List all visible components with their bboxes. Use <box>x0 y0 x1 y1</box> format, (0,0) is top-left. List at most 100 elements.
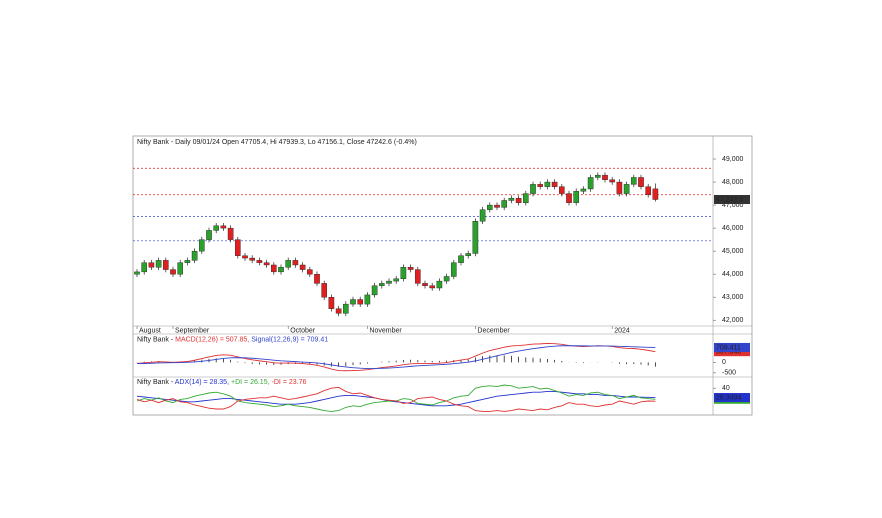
value-label: 709.411 <box>716 344 741 351</box>
candle-body <box>227 227 234 240</box>
candle-body <box>472 221 479 254</box>
value-label: 28.3494 <box>716 394 741 401</box>
panel-title: Nifty Bank - ADX(14) = 28.35, +DI = 26.15… <box>137 379 306 386</box>
candle-body <box>631 177 637 185</box>
panel-title-text: Nifty Bank - <box>137 336 175 343</box>
x-tick-label: October <box>290 327 316 334</box>
candle-body <box>458 255 464 263</box>
candle-body <box>299 264 306 270</box>
candle-body <box>141 262 148 273</box>
chart-frame <box>132 135 753 416</box>
x-tick-label: August <box>139 327 161 334</box>
x-tick-label: September <box>175 327 210 334</box>
candle-body <box>321 283 328 298</box>
value-label-bg <box>714 342 750 352</box>
candle-body <box>443 276 450 282</box>
legend-entry: -DI = 23.76 <box>272 379 307 386</box>
candle-body <box>616 181 623 194</box>
candle-body <box>429 285 436 289</box>
candle-body <box>191 250 198 261</box>
candle-body <box>544 181 551 187</box>
candle-body <box>551 181 558 187</box>
legend-entry: MACD(12,26) = 507.85, <box>175 336 249 343</box>
candle-body <box>234 239 241 256</box>
candle-body <box>242 255 248 259</box>
value-label-bg <box>714 393 750 403</box>
candle-body <box>501 200 508 208</box>
candle-body <box>407 267 414 270</box>
candle-body <box>386 280 392 284</box>
candle-body <box>638 177 644 187</box>
candle-body <box>595 174 601 178</box>
candle-body <box>609 179 615 183</box>
candle-body <box>198 239 205 252</box>
candle-body <box>148 262 155 268</box>
candle-body <box>422 283 428 286</box>
candle-body <box>350 299 356 305</box>
candle-body <box>249 257 256 261</box>
candle-body <box>271 264 277 273</box>
candle-body <box>415 269 421 284</box>
y-tick-label: 42,000 <box>722 317 744 324</box>
y-tick-label: -500 <box>722 370 736 377</box>
candle-body <box>559 186 565 194</box>
candle-body <box>465 253 472 256</box>
line-series <box>136 345 656 369</box>
candle-body <box>623 184 630 194</box>
x-tick-label: December <box>477 327 510 334</box>
candle-body <box>400 267 407 279</box>
candle-body <box>343 303 349 314</box>
candle-body <box>652 188 659 200</box>
y-tick-label: 49,000 <box>722 156 744 163</box>
y-tick-label: 48,000 <box>722 179 744 186</box>
candle-body <box>508 197 515 201</box>
candle-body <box>206 230 212 240</box>
candle-body <box>162 260 169 270</box>
x-tick-label: November <box>369 327 402 334</box>
candle-body <box>566 193 572 203</box>
price-label-bg <box>714 195 750 205</box>
y-tick-label: 46,000 <box>722 225 744 232</box>
candle-body <box>537 184 543 187</box>
candle-body <box>371 285 378 296</box>
candle-body <box>335 308 342 314</box>
candle-body <box>530 184 536 194</box>
legend-entry: Signal(12,26,9) = 709.41 <box>251 336 328 343</box>
candle-body <box>580 188 587 192</box>
y-tick-label: 40 <box>722 385 730 392</box>
candle-body <box>134 271 140 275</box>
y-tick-label: 0 <box>722 359 726 366</box>
panel-title-text: Nifty Bank - <box>137 379 175 386</box>
candle-body <box>213 225 220 231</box>
candle-body <box>285 260 292 268</box>
candle-body <box>587 177 594 190</box>
value-label: 507.848 <box>716 349 741 356</box>
candle-body <box>256 260 263 263</box>
candle-body <box>364 294 371 305</box>
candle-body <box>184 260 191 263</box>
candle-body <box>515 197 522 203</box>
candle-body <box>292 260 299 266</box>
panel-title: Nifty Bank - MACD(12,26) = 507.85, Signal… <box>137 336 328 343</box>
line-series <box>136 390 656 407</box>
candle-body <box>328 297 335 309</box>
candle-body <box>220 225 227 229</box>
chart-title: Nifty Bank - Daily 09/01/24 Open 47705.4… <box>137 139 417 146</box>
y-tick-label: 45,000 <box>722 248 744 255</box>
legend-entry: +DI = 26.15, <box>231 379 270 386</box>
candle-body <box>314 273 320 284</box>
candle-body <box>451 262 457 277</box>
candle-body <box>602 174 608 180</box>
x-tick-label: 2024 <box>614 327 630 334</box>
candle-body <box>155 260 162 268</box>
candle-body <box>278 267 284 273</box>
y-tick-label: 44,000 <box>722 271 744 278</box>
candle-body <box>170 269 176 275</box>
candle-body <box>573 191 579 203</box>
candle-body <box>177 262 184 275</box>
candle-body <box>379 283 385 286</box>
legend-entry: ADX(14) = 28.35, <box>175 379 229 386</box>
candle-body <box>307 269 313 275</box>
candle-body <box>523 193 529 203</box>
